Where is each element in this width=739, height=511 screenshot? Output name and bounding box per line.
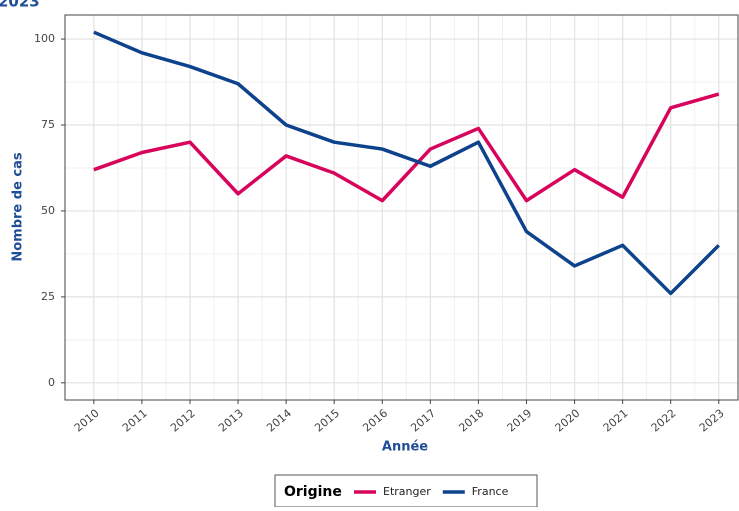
legend-box: [274, 474, 538, 508]
x-tick-label: 2022: [649, 407, 679, 435]
x-tick-label: 2021: [601, 407, 631, 435]
y-tick-label: 50: [41, 204, 55, 217]
series-line: [93, 92, 720, 203]
y-tick-label: 100: [34, 32, 55, 45]
legend-title: Origine: [284, 484, 342, 500]
lines: [93, 30, 721, 296]
legend-label: France: [472, 485, 509, 498]
x-tick-label: 2011: [120, 407, 150, 435]
x-tick-label: 2020: [553, 407, 583, 435]
y-tick-label: 0: [48, 376, 55, 389]
x-tick-label: 2012: [168, 407, 198, 435]
legend: Origine Etranger France: [274, 474, 538, 508]
y-axis-label: Nombre de cas: [11, 152, 26, 262]
x-tick-label: 2017: [408, 407, 438, 435]
x-tick-label: 2018: [456, 407, 486, 435]
x-tick-label: 2016: [360, 407, 390, 435]
x-tick-label: 2023: [697, 407, 727, 435]
chart-title: 2023: [0, 0, 40, 11]
x-axis-label: Année: [382, 440, 428, 455]
x-tick-label: 2013: [216, 407, 246, 435]
x-tick-label: 2015: [312, 407, 342, 435]
y-tick-label: 75: [41, 118, 55, 131]
x-tick-label: 2010: [72, 407, 102, 435]
plot-border: [64, 14, 739, 401]
series-line: [93, 30, 721, 296]
x-tick-label: 2014: [264, 407, 294, 435]
legend-label: Etranger: [383, 485, 431, 498]
grid: [65, 15, 738, 400]
y-tick-label: 25: [41, 290, 55, 303]
x-tick-label: 2019: [505, 407, 535, 435]
